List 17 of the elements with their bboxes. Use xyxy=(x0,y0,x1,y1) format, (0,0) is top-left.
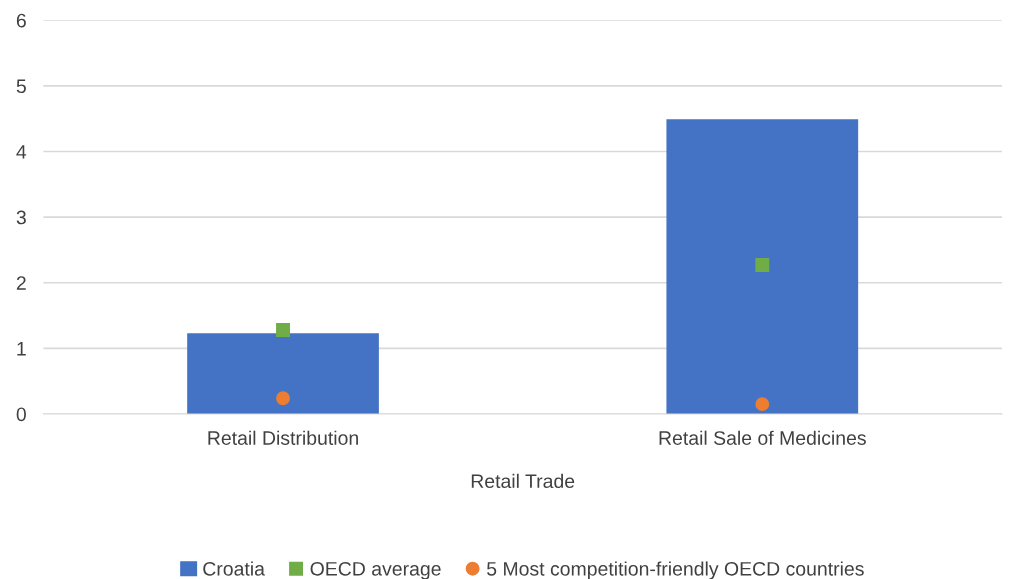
legend-label: Croatia xyxy=(203,561,265,576)
y-tick-label: 2 xyxy=(16,276,26,290)
legend-label: 5 Most competition-friendly OECD countries xyxy=(487,561,864,579)
x-tick-label: Retail Distribution xyxy=(208,430,358,445)
x-axis-title: Retail Trade xyxy=(471,473,575,489)
y-tick-label: 5 xyxy=(16,79,26,94)
y-tick-label: 1 xyxy=(17,342,26,356)
point xyxy=(755,397,770,412)
point xyxy=(276,391,290,406)
point xyxy=(755,258,770,272)
point xyxy=(276,323,290,337)
y-tick-label: 4 xyxy=(16,145,27,159)
y-tick-label: 3 xyxy=(16,210,26,225)
legend-label: OECD average xyxy=(310,561,441,579)
x-tick-label: Retail Sale of Medicines xyxy=(659,430,866,445)
y-tick-label: 0 xyxy=(16,407,26,422)
y-tick-label: 6 xyxy=(16,13,26,28)
